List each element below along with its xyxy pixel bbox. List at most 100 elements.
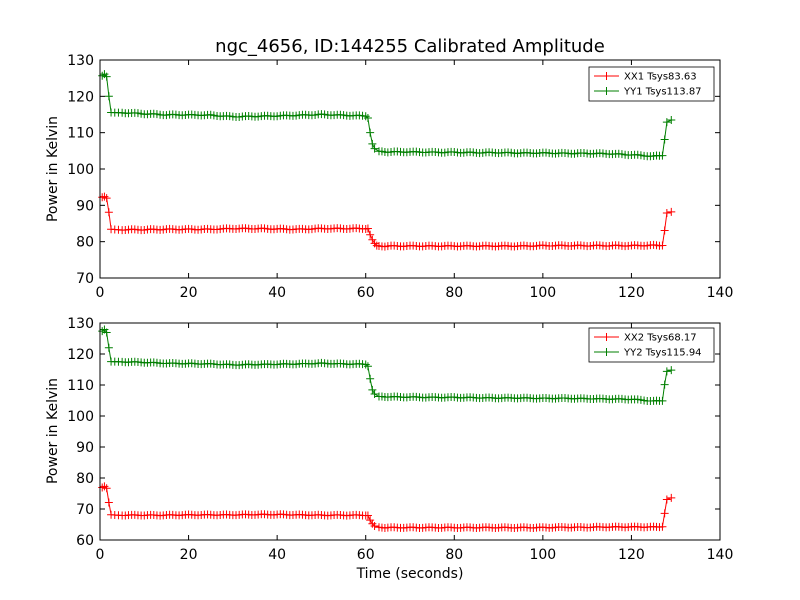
bottom-x-tick-label: 120	[618, 547, 645, 563]
bottom-marker	[660, 509, 669, 518]
top-marker	[102, 72, 111, 81]
bottom-series-line-0	[101, 485, 672, 529]
bottom-marker	[363, 362, 372, 371]
top-marker	[658, 241, 667, 250]
bottom-y-tick-label: 60	[76, 533, 94, 549]
top-marker	[370, 144, 379, 153]
bottom-y-tick-label: 130	[67, 316, 94, 332]
top-marker	[104, 208, 113, 217]
bottom-chart-ticks: 0 20 40 60 80 100 120 140 60 70 80 90 100 110 120 130	[67, 316, 733, 563]
top-marker	[363, 224, 372, 233]
bottom-legend-yy2-label: YY2 Tsys115.94	[623, 348, 702, 359]
bottom-marker	[368, 385, 377, 394]
top-chart-ticks: 0 20 40 60 80 100 120 140 70 80 90 100 110 120 130	[67, 53, 733, 301]
top-x-tick-label: 80	[445, 285, 463, 301]
bottom-y-tick-label: 120	[67, 347, 94, 363]
bottom-y-tick-label: 110	[67, 378, 94, 394]
top-legend-xx1-label: XX1 Tsys83.63	[624, 72, 697, 83]
bottom-y-tick-label: 80	[76, 471, 94, 487]
top-marker	[662, 118, 671, 127]
bottom-marker	[667, 493, 676, 502]
top-chart-series	[98, 70, 676, 251]
bottom-marker	[104, 343, 113, 352]
bottom-legend-box	[588, 327, 715, 363]
top-marker	[98, 193, 107, 202]
bottom-legend: XX2 Tsys68.17 YY2 Tsys115.94	[588, 327, 715, 363]
bottom-series-line-1	[101, 328, 672, 402]
top-marker	[667, 115, 676, 124]
bottom-series-markers-0	[98, 482, 676, 532]
bottom-legend-xx2-label: XX2 Tsys68.17	[624, 333, 697, 344]
bottom-marker	[102, 328, 111, 337]
top-marker	[102, 194, 111, 203]
top-legend-box	[588, 66, 715, 102]
top-marker	[660, 135, 669, 144]
bottom-marker	[370, 389, 379, 398]
top-y-tick-label: 110	[67, 126, 94, 142]
top-chart: 0 20 40 60 80 100 120 140 70 80 90 100 110 120 130 Pow…	[45, 53, 733, 301]
bottom-marker	[363, 511, 372, 520]
bottom-y-tick-label: 90	[76, 440, 94, 456]
top-series-markers-1	[98, 70, 676, 161]
bottom-marker	[102, 484, 111, 493]
bottom-marker	[366, 516, 375, 525]
top-marker	[368, 139, 377, 148]
bottom-marker	[662, 367, 671, 376]
bottom-x-axis-label: Time (seconds)	[356, 566, 464, 582]
bottom-series-markers-1	[98, 325, 676, 405]
top-y-tick-label: 120	[67, 89, 94, 105]
bottom-marker	[658, 522, 667, 531]
top-marker	[98, 71, 107, 80]
top-marker	[368, 235, 377, 244]
bottom-x-tick-label: 40	[268, 547, 286, 563]
top-y-tick-label: 100	[67, 162, 94, 178]
bottom-marker	[104, 498, 113, 507]
top-marker	[104, 92, 113, 101]
top-y-tick-label: 70	[76, 271, 94, 287]
top-marker	[366, 128, 375, 137]
top-marker	[366, 230, 375, 239]
top-x-tick-label: 140	[707, 285, 734, 301]
bottom-marker	[366, 374, 375, 383]
bottom-y-tick-label: 100	[67, 409, 94, 425]
top-y-tick-label: 90	[76, 198, 94, 214]
bottom-x-tick-label: 0	[96, 547, 105, 563]
bottom-x-tick-label: 100	[529, 547, 556, 563]
bottom-x-tick-label: 60	[357, 547, 375, 563]
bottom-x-tick-label: 20	[180, 547, 198, 563]
bottom-marker	[662, 495, 671, 504]
top-x-tick-label: 120	[618, 285, 645, 301]
bottom-marker	[98, 327, 107, 336]
bottom-marker	[660, 380, 669, 389]
top-marker	[667, 207, 676, 216]
figure-title: ngc_4656, ID:144255 Calibrated Amplitude	[215, 36, 605, 57]
top-x-tick-label: 60	[357, 285, 375, 301]
top-x-tick-label: 100	[529, 285, 556, 301]
top-x-tick-label: 40	[268, 285, 286, 301]
top-y-axis-label: Power in Kelvin	[45, 116, 61, 222]
top-marker	[660, 226, 669, 235]
bottom-y-tick-label: 70	[76, 502, 94, 518]
top-marker	[658, 151, 667, 160]
top-legend-yy1-label: YY1 Tsys113.87	[623, 87, 702, 98]
bottom-plot-frame	[99, 322, 721, 541]
top-x-tick-label: 20	[180, 285, 198, 301]
top-x-tick-label: 0	[96, 285, 105, 301]
top-legend: XX1 Tsys83.63 YY1 Tsys113.87	[588, 66, 715, 102]
top-y-tick-label: 130	[67, 53, 94, 69]
bottom-marker	[658, 396, 667, 405]
bottom-y-axis-label: Power in Kelvin	[45, 378, 61, 484]
bottom-marker	[667, 366, 676, 375]
bottom-x-tick-label: 140	[707, 547, 734, 563]
top-y-tick-label: 80	[76, 235, 94, 251]
top-marker	[363, 113, 372, 122]
bottom-marker	[370, 521, 379, 530]
top-marker	[662, 209, 671, 218]
bottom-chart-series	[98, 325, 676, 532]
top-series-line-0	[102, 196, 672, 248]
bottom-x-tick-label: 80	[445, 547, 463, 563]
top-series-markers-0	[98, 192, 676, 251]
bottom-marker	[98, 483, 107, 492]
bottom-chart: 0 20 40 60 80 100 120 140 60 70 80 90 100 110 120 130 P…	[45, 316, 733, 582]
